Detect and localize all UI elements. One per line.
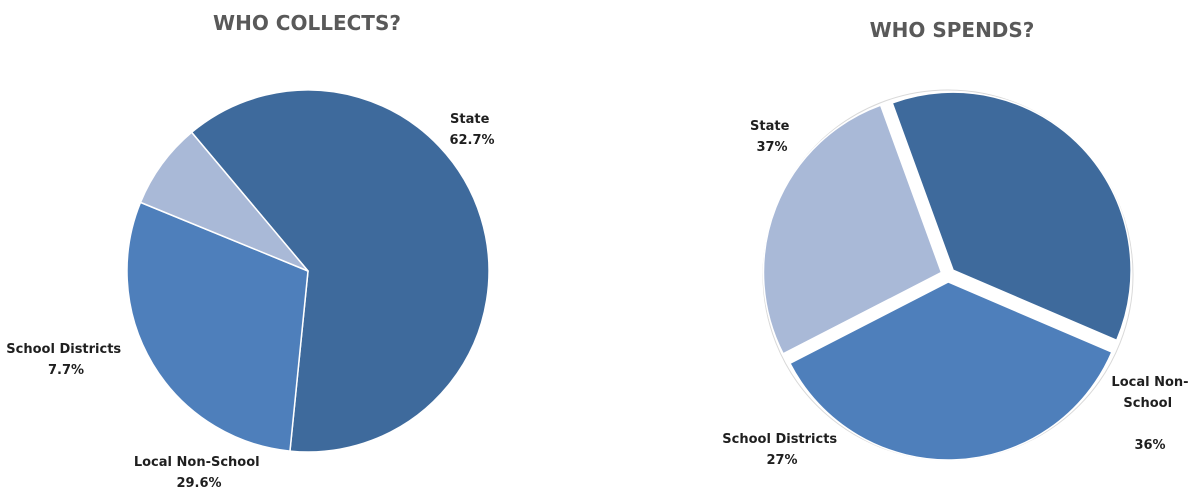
who-collects-chart: WHO COLLECTS? State 62.7% Local Non-Scho… <box>6 11 494 491</box>
local-non-school-slice <box>126 201 309 452</box>
state-slice <box>891 91 1132 342</box>
school-districts-slice-label: School Districts 7.7% <box>6 342 125 378</box>
who-spends-slices <box>762 89 1134 461</box>
state-slice <box>190 89 490 453</box>
who-collects-labels: State 62.7% Local Non-School 29.6% Schoo… <box>6 112 494 491</box>
school-districts-slice <box>762 104 943 355</box>
local-non-school-label-text: Local Non- <box>1111 375 1188 390</box>
state-slice-label: State 37% <box>750 119 794 155</box>
who-collects-title: WHO COLLECTS? <box>213 11 401 35</box>
school-districts-slice-label: School Districts 27% <box>722 432 841 468</box>
who-spends-chart: WHO SPENDS? State 37% Local Non-School 3… <box>722 18 1188 468</box>
who-collects-slices <box>126 89 490 453</box>
local-non-school-slice <box>789 281 1113 461</box>
school-districts-slice <box>139 131 309 272</box>
local-non-school-slice-label: Local Non-School 29.6% <box>134 455 264 491</box>
state-slice-label: State 62.7% <box>449 112 494 148</box>
local-non-school-slice-label: Local Non-School 36% <box>1111 375 1188 453</box>
who-spends-labels: State 37% Local Non-School 36% School Di… <box>722 119 1188 468</box>
who-spends-title: WHO SPENDS? <box>870 18 1035 42</box>
local-non-school-label-text-line2: School <box>1123 396 1172 411</box>
